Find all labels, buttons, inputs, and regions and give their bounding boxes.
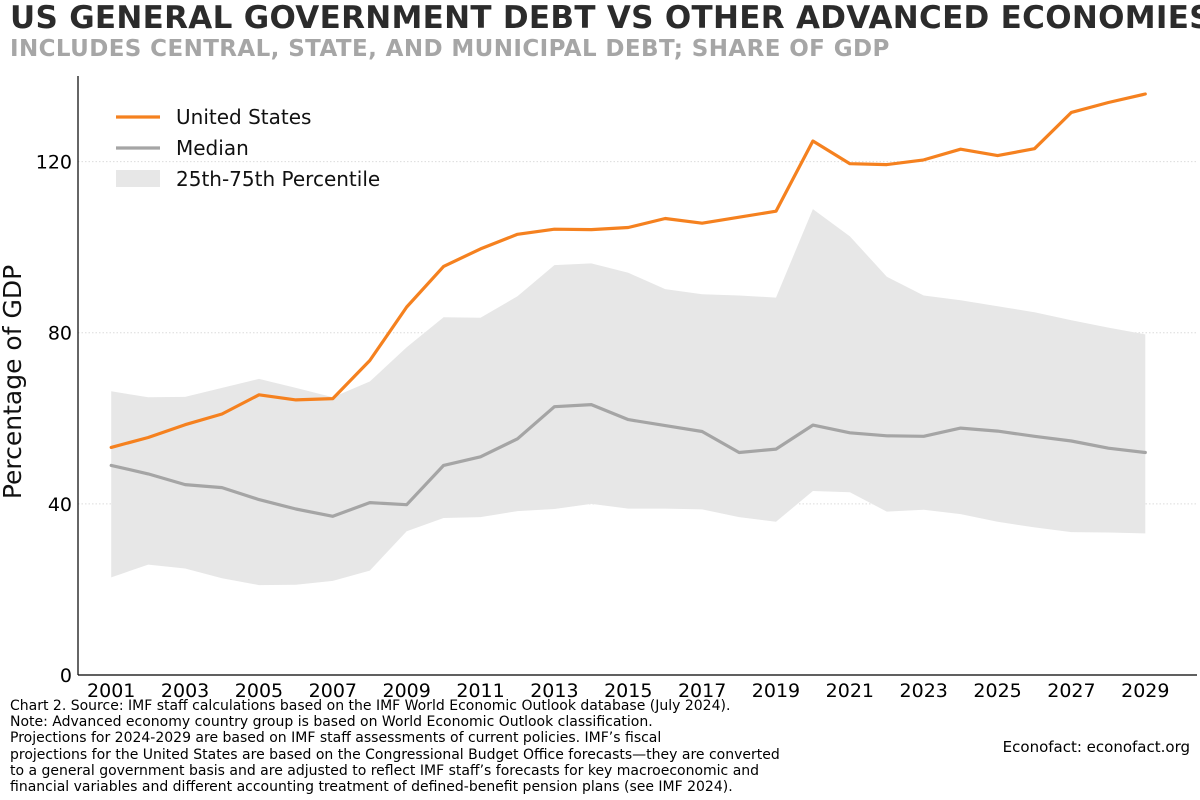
y-tick-label-80: 80 <box>48 323 72 345</box>
footer-line-adjusted: to a general government basis and are ad… <box>10 762 760 779</box>
x-tick-label-2029: 2029 <box>1121 680 1169 702</box>
footer-line-source: Chart 2. Source: IMF staff calculations … <box>10 698 731 714</box>
x-tick-label-2017: 2017 <box>678 680 726 702</box>
x-tick-label-2009: 2009 <box>383 680 431 702</box>
percentile-band-layer <box>111 209 1146 586</box>
x-tick-label-2011: 2011 <box>456 680 504 702</box>
x-tick-label-2007: 2007 <box>309 680 357 702</box>
chart-title: US GENERAL GOVERNMENT DEBT VS OTHER ADVA… <box>10 0 1200 36</box>
y-axis-label: Percentage of GDP <box>0 265 27 499</box>
x-tick-label-2023: 2023 <box>900 680 948 702</box>
footer-line-projections: Projections for 2024-2029 are based on I… <box>10 730 662 747</box>
legend-label-percentile: 25th-75th Percentile <box>176 167 380 191</box>
percentile-band <box>111 209 1146 586</box>
x-tick-label-2013: 2013 <box>530 680 578 702</box>
x-tick-label-2003: 2003 <box>161 680 209 702</box>
series-lines <box>109 92 1147 518</box>
x-tick-label-2019: 2019 <box>752 680 800 702</box>
y-axis-label-group: Percentage of GDP <box>0 265 27 499</box>
x-tick-label-2027: 2027 <box>1047 680 1095 702</box>
footer-line-cbo: projections for the United States are ba… <box>10 746 780 763</box>
footer-line-note: Note: Advanced economy country group is … <box>10 714 653 731</box>
y-tick-label-120: 120 <box>36 152 72 174</box>
x-tick-label-2015: 2015 <box>604 680 652 702</box>
credit-text: Econofact: econofact.org <box>1002 738 1190 756</box>
united-states-line <box>109 92 1147 449</box>
axes <box>77 76 1197 676</box>
footer-line-pension: financial variables and different accoun… <box>10 779 733 796</box>
legend-swatch-percentile <box>116 170 160 187</box>
x-tick-label-2001: 2001 <box>87 680 135 702</box>
y-tick-label-40: 40 <box>48 494 72 516</box>
x-tick-label-2021: 2021 <box>826 680 874 702</box>
x-tick-label-2005: 2005 <box>235 680 283 702</box>
legend-label-median: Median <box>176 136 249 160</box>
legend: United States Median 25th-75th Percentile <box>116 105 380 191</box>
median-line <box>109 403 1147 518</box>
chart-subtitle: INCLUDES CENTRAL, STATE, AND MUNICIPAL D… <box>10 36 890 62</box>
footer-notes: Chart 2. Source: IMF staff calculations … <box>10 698 890 795</box>
legend-label-united-states: United States <box>176 105 311 129</box>
tick-labels: 0 40 80 120 2001 2003 2005 2007 2009 2011 2013 2015… <box>36 152 1170 702</box>
y-tick-label-0: 0 <box>60 665 72 687</box>
x-tick-label-2025: 2025 <box>973 680 1021 702</box>
